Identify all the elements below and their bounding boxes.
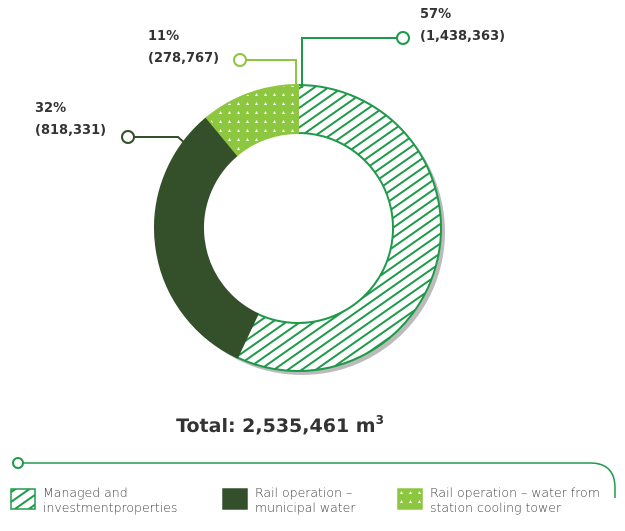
donut-slice	[205, 83, 299, 157]
value-label: 57%	[420, 7, 451, 22]
title-superscript: 3	[376, 413, 384, 427]
legend-swatch	[222, 488, 248, 510]
legend-swatch-rect	[397, 488, 423, 510]
legend-swatch-rect	[10, 488, 36, 510]
legend-swatch	[397, 488, 423, 510]
leader-line	[301, 37, 403, 88]
leader-dot	[233, 53, 247, 67]
donut-slice	[154, 116, 259, 359]
value-label: 32%	[35, 101, 66, 116]
legend-rule	[18, 462, 616, 498]
legend-swatch	[10, 488, 36, 510]
leader-dot	[121, 130, 135, 144]
amount-label: (278,767)	[148, 51, 219, 66]
legend-label: Managed and investmentproperties	[43, 485, 178, 515]
legend-swatch-rect	[222, 488, 248, 510]
donut-slice	[235, 83, 442, 372]
legend-rule-dot	[12, 457, 24, 469]
legend-label: Rail operation – water from station cool…	[430, 485, 600, 515]
leader-line	[240, 59, 297, 90]
amount-label: (818,331)	[35, 123, 106, 138]
chart-title: Total: 2,535,461 m3	[176, 413, 384, 437]
amount-label: (1,438,363)	[420, 29, 505, 44]
leader-line	[128, 136, 216, 171]
value-label: 11%	[148, 29, 179, 44]
legend-label: Rail operation – municipal water	[255, 485, 356, 515]
title-text: Total: 2,535,461 m	[176, 415, 376, 437]
leader-dot	[396, 31, 410, 45]
